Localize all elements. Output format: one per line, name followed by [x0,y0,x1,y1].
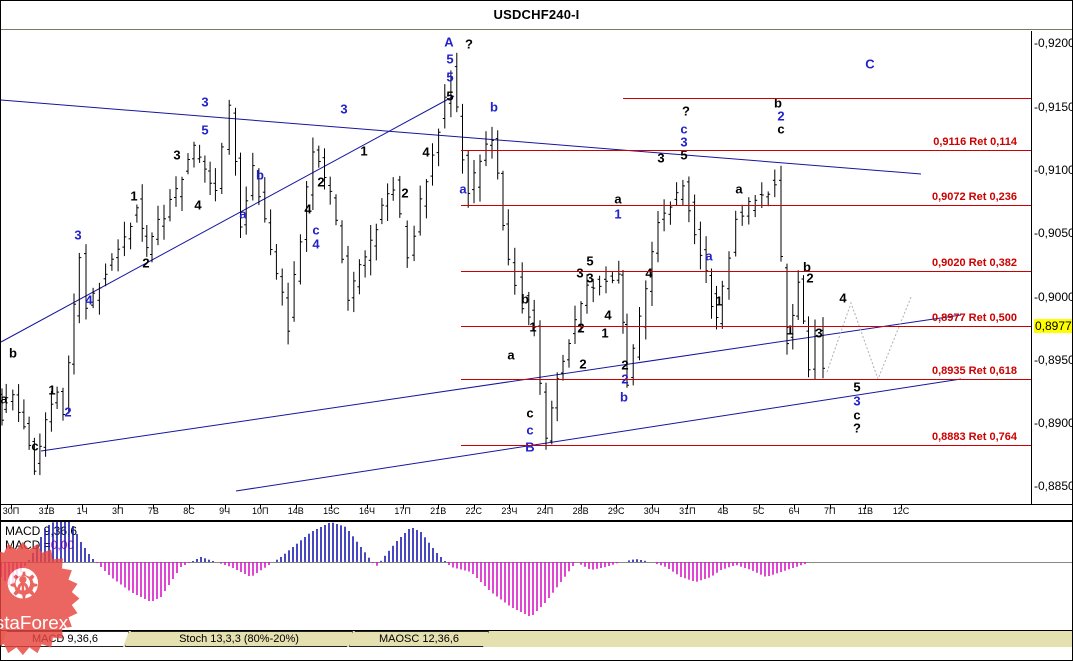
svg-text:InstaForex: InstaForex [0,612,69,633]
